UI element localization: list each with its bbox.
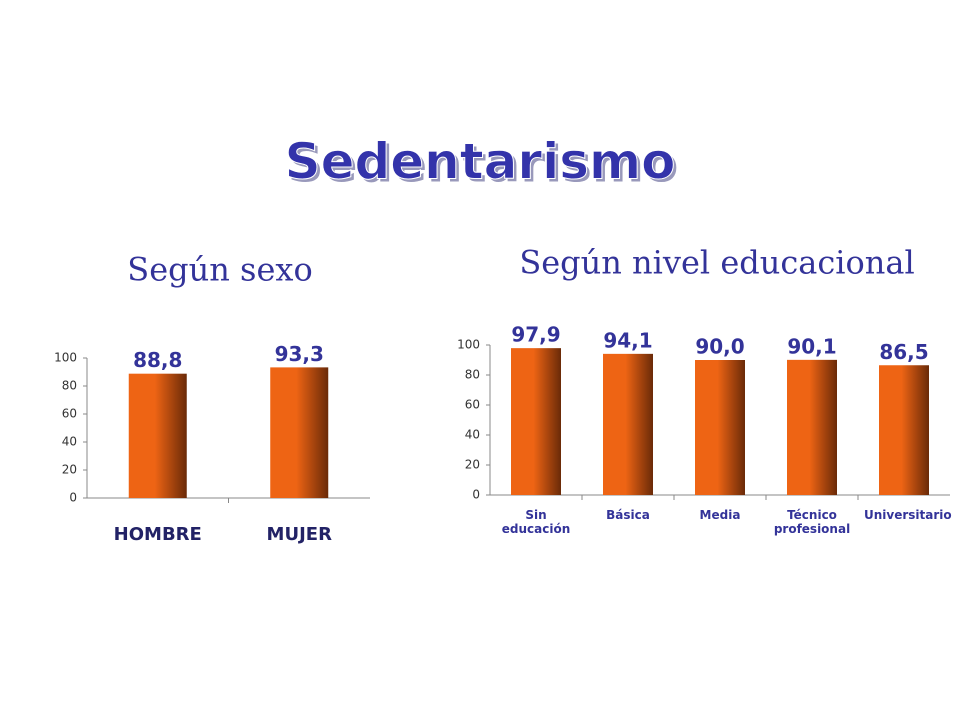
value-label: 88,8 (133, 348, 182, 372)
y-tick-label: 20 (465, 458, 480, 472)
x-tick-label: Técnico profesional (773, 508, 851, 537)
value-label: 90,0 (695, 335, 744, 359)
bar (603, 353, 653, 495)
x-tick-label: MUJER (266, 524, 332, 545)
x-tick-label: Básica (606, 508, 650, 522)
y-tick-label: 0 (472, 488, 480, 502)
value-label: 90,1 (787, 334, 836, 358)
y-tick-label: 100 (54, 351, 77, 365)
bar (128, 373, 187, 498)
chart-title: Según nivel educacional (519, 244, 914, 282)
x-tick-label: HOMBRE (113, 524, 202, 545)
bar (695, 360, 745, 495)
bar (511, 348, 561, 495)
value-label: 97,9 (511, 323, 560, 347)
y-tick-label: 100 (457, 338, 480, 352)
y-tick-label: 60 (465, 398, 480, 412)
x-tick-label: Sin educación (501, 508, 571, 537)
value-label: 93,3 (275, 342, 324, 366)
x-tick-label: Media (699, 508, 741, 522)
value-label: 86,5 (879, 340, 928, 364)
slide-title: Sedentarismo (285, 133, 676, 191)
y-tick-label: 80 (465, 368, 480, 382)
value-label: 94,1 (603, 328, 652, 352)
y-tick-label: 0 (69, 491, 77, 505)
bar (270, 367, 329, 498)
bar (787, 359, 837, 495)
chart-title: Según sexo (127, 251, 312, 289)
y-tick-label: 60 (62, 407, 77, 421)
x-tick-label: Universitario (864, 508, 952, 522)
title-shadow: Sedentarismo (288, 136, 679, 194)
y-tick-label: 20 (62, 463, 77, 477)
y-tick-label: 40 (465, 428, 480, 442)
y-tick-label: 80 (62, 379, 77, 393)
y-tick-label: 40 (62, 435, 77, 449)
bar (879, 365, 929, 495)
